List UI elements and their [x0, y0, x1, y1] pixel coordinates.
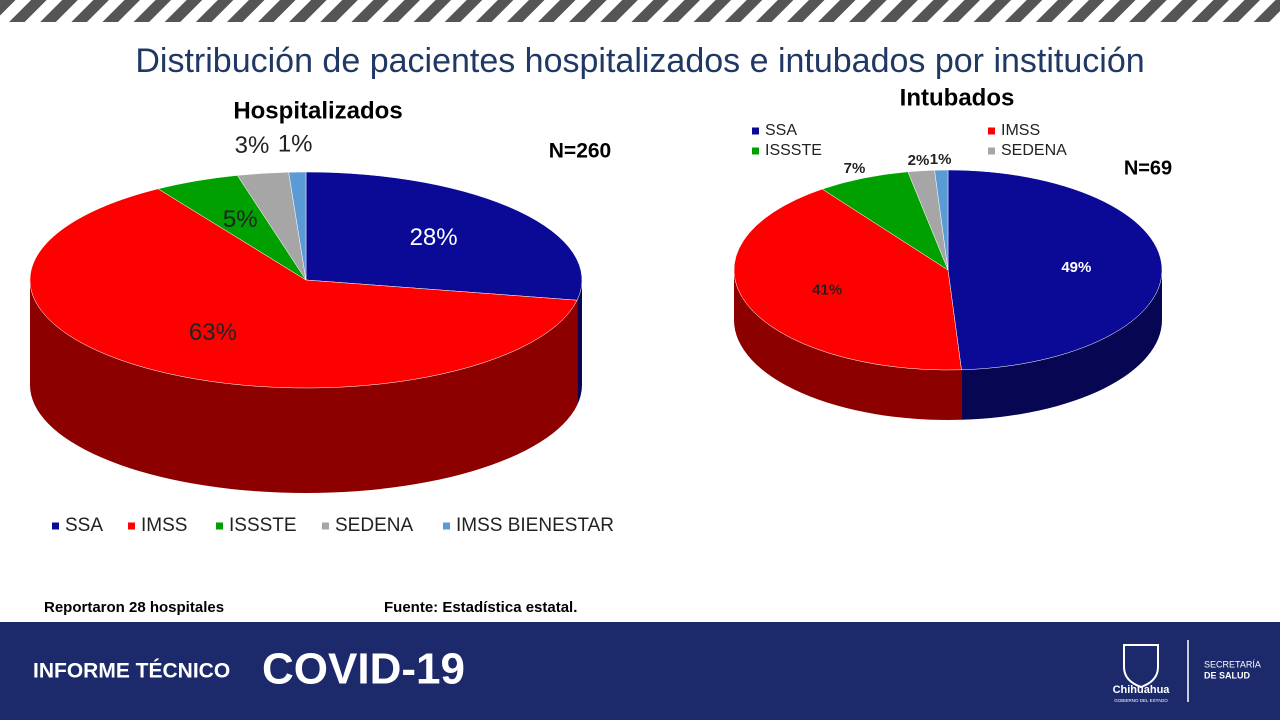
footer-title: COVID-19	[262, 645, 465, 694]
legend-marker	[216, 522, 223, 530]
legend-marker	[988, 127, 995, 135]
legend-marker	[752, 127, 759, 135]
data-label: 5%	[223, 206, 258, 233]
top-stripe	[0, 0, 1280, 22]
legend-marker	[128, 522, 135, 530]
slice-top	[29, 188, 578, 389]
legend-marker	[322, 522, 329, 530]
slice-top	[934, 169, 949, 271]
data-label: 7%	[844, 160, 866, 177]
logo-text: Chihuahua	[1113, 684, 1171, 696]
footer-band	[0, 622, 1280, 720]
slice	[947, 169, 1163, 420]
data-label: 41%	[812, 281, 842, 298]
legend-marker	[752, 147, 759, 155]
data-label: 3%	[235, 132, 270, 159]
slice	[29, 188, 578, 494]
slice	[934, 169, 949, 271]
slice-top	[947, 169, 1163, 371]
legend-label: IMSS	[141, 515, 187, 536]
annotation: N=260	[549, 140, 611, 163]
data-label: 49%	[1061, 259, 1091, 276]
slice	[733, 188, 962, 420]
legend-label: SSA	[765, 122, 797, 139]
legend-label: IMSS BIENESTAR	[456, 515, 614, 536]
note: Reportaron 28 hospitales	[44, 599, 224, 616]
slice-side	[30, 280, 578, 494]
slice-side	[734, 270, 962, 420]
slice-top	[288, 171, 307, 281]
chart-title: Hospitalizados	[233, 97, 402, 124]
legend-label: IMSS	[1001, 122, 1040, 139]
agency: DE SALUD	[1204, 670, 1251, 680]
slide-title: Distribución de pacientes hospitalizados…	[135, 42, 1144, 80]
logo-shield	[1123, 644, 1159, 689]
legend-marker	[443, 522, 450, 530]
legend-marker	[988, 147, 995, 155]
slice-side	[577, 280, 582, 406]
legend-label: SEDENA	[335, 515, 413, 536]
chart-title: Intubados	[900, 84, 1015, 111]
slice	[305, 171, 583, 406]
legend-label: SSA	[65, 515, 103, 536]
data-label: 1%	[278, 130, 313, 157]
slice-side	[961, 270, 1162, 420]
logo-subtext: GOBIERNO DEL ESTADO	[1114, 698, 1168, 703]
footer-label: INFORME TÉCNICO	[33, 660, 230, 683]
slice-top	[733, 188, 962, 371]
data-label: 63%	[189, 319, 237, 346]
legend-marker	[52, 522, 59, 530]
data-label: 28%	[410, 224, 458, 251]
note: Fuente: Estadística estatal.	[384, 599, 577, 616]
legend-label: ISSSTE	[229, 515, 297, 536]
slice-top	[305, 171, 583, 301]
agency: SECRETARÍA	[1204, 659, 1261, 669]
annotation: N=69	[1124, 157, 1172, 179]
slice	[288, 171, 307, 281]
data-label: 1%	[930, 151, 952, 168]
legend-label: SEDENA	[1001, 142, 1067, 159]
data-label: 2%	[908, 152, 930, 169]
legend-label: ISSSTE	[765, 142, 822, 159]
